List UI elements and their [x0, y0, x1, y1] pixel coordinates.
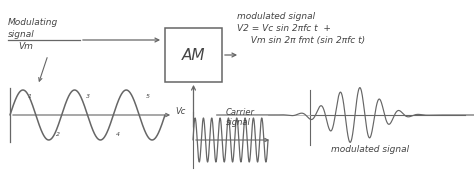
- Text: AM: AM: [182, 48, 205, 62]
- Text: Carrier: Carrier: [226, 108, 255, 117]
- Text: Vm sin 2π fmt (sin 2πfc t): Vm sin 2π fmt (sin 2πfc t): [245, 36, 365, 45]
- Text: modulated signal: modulated signal: [237, 12, 315, 21]
- Text: 3: 3: [86, 93, 90, 99]
- Text: 1: 1: [28, 93, 32, 99]
- Text: Modulating: Modulating: [8, 18, 58, 27]
- Text: signal: signal: [8, 30, 35, 39]
- Text: V2 = Vc sin 2πfc t  +: V2 = Vc sin 2πfc t +: [237, 24, 331, 33]
- Text: Vm: Vm: [18, 42, 33, 51]
- Bar: [165, 28, 222, 82]
- Text: Vc: Vc: [175, 108, 185, 117]
- Text: 4: 4: [116, 131, 120, 137]
- Text: signal: signal: [226, 118, 251, 127]
- Text: 2: 2: [56, 131, 60, 137]
- Text: modulated signal: modulated signal: [331, 145, 409, 154]
- Text: 5: 5: [146, 93, 150, 99]
